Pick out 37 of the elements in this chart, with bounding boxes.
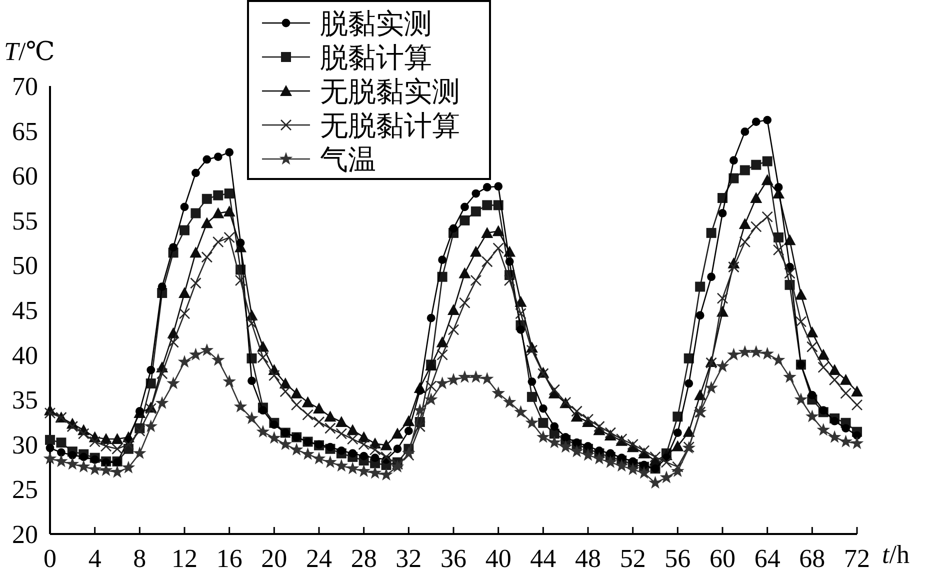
legend-label: 脱黏计算 [320,43,432,74]
x-tick-label: 4 [88,544,102,572]
x-tick-label: 56 [664,544,691,572]
x-tick-label: 40 [485,544,512,572]
legend-label: 无脱黏计算 [320,111,460,142]
x-tick-label: 48 [575,544,601,572]
x-tick-label: 0 [44,544,56,572]
x-tick-label: 8 [133,544,146,572]
y-axis-title: T/℃ [4,37,55,66]
x-tick-label: 24 [306,544,332,572]
x-tick-label: 60 [710,544,736,572]
y-tick-label: 30 [12,430,38,460]
y-tick-label: 60 [12,162,38,191]
x-tick-label: 52 [620,544,646,572]
x-tick-label: 12 [172,544,198,572]
y-tick-label: 35 [12,386,38,415]
x-tick-label: 16 [216,544,242,572]
y-tick-label: 65 [12,116,38,146]
y-tick-label: 70 [12,72,38,101]
legend-label: 气温 [320,145,376,176]
y-tick-label: 55 [12,206,38,236]
x-tick-label: 20 [261,544,288,572]
x-tick-label: 32 [396,544,422,572]
x-tick-label: 68 [799,544,826,572]
y-tick-label: 45 [12,296,38,325]
x-tick-label: 28 [350,544,377,572]
legend-label: 脱黏实测 [320,9,432,40]
legend-label: 无脱黏实测 [320,77,460,108]
x-tick-label: 36 [440,544,466,572]
y-tick-label: 50 [12,251,38,280]
x-tick-label: 64 [754,544,780,572]
y-tick-label: 25 [12,475,38,504]
y-tick-label: 20 [12,520,38,549]
x-axis-title: t/h [882,540,910,569]
x-tick-label: 44 [530,544,556,572]
x-tick-label: 72 [844,544,870,572]
y-tick-label: 40 [12,340,38,370]
